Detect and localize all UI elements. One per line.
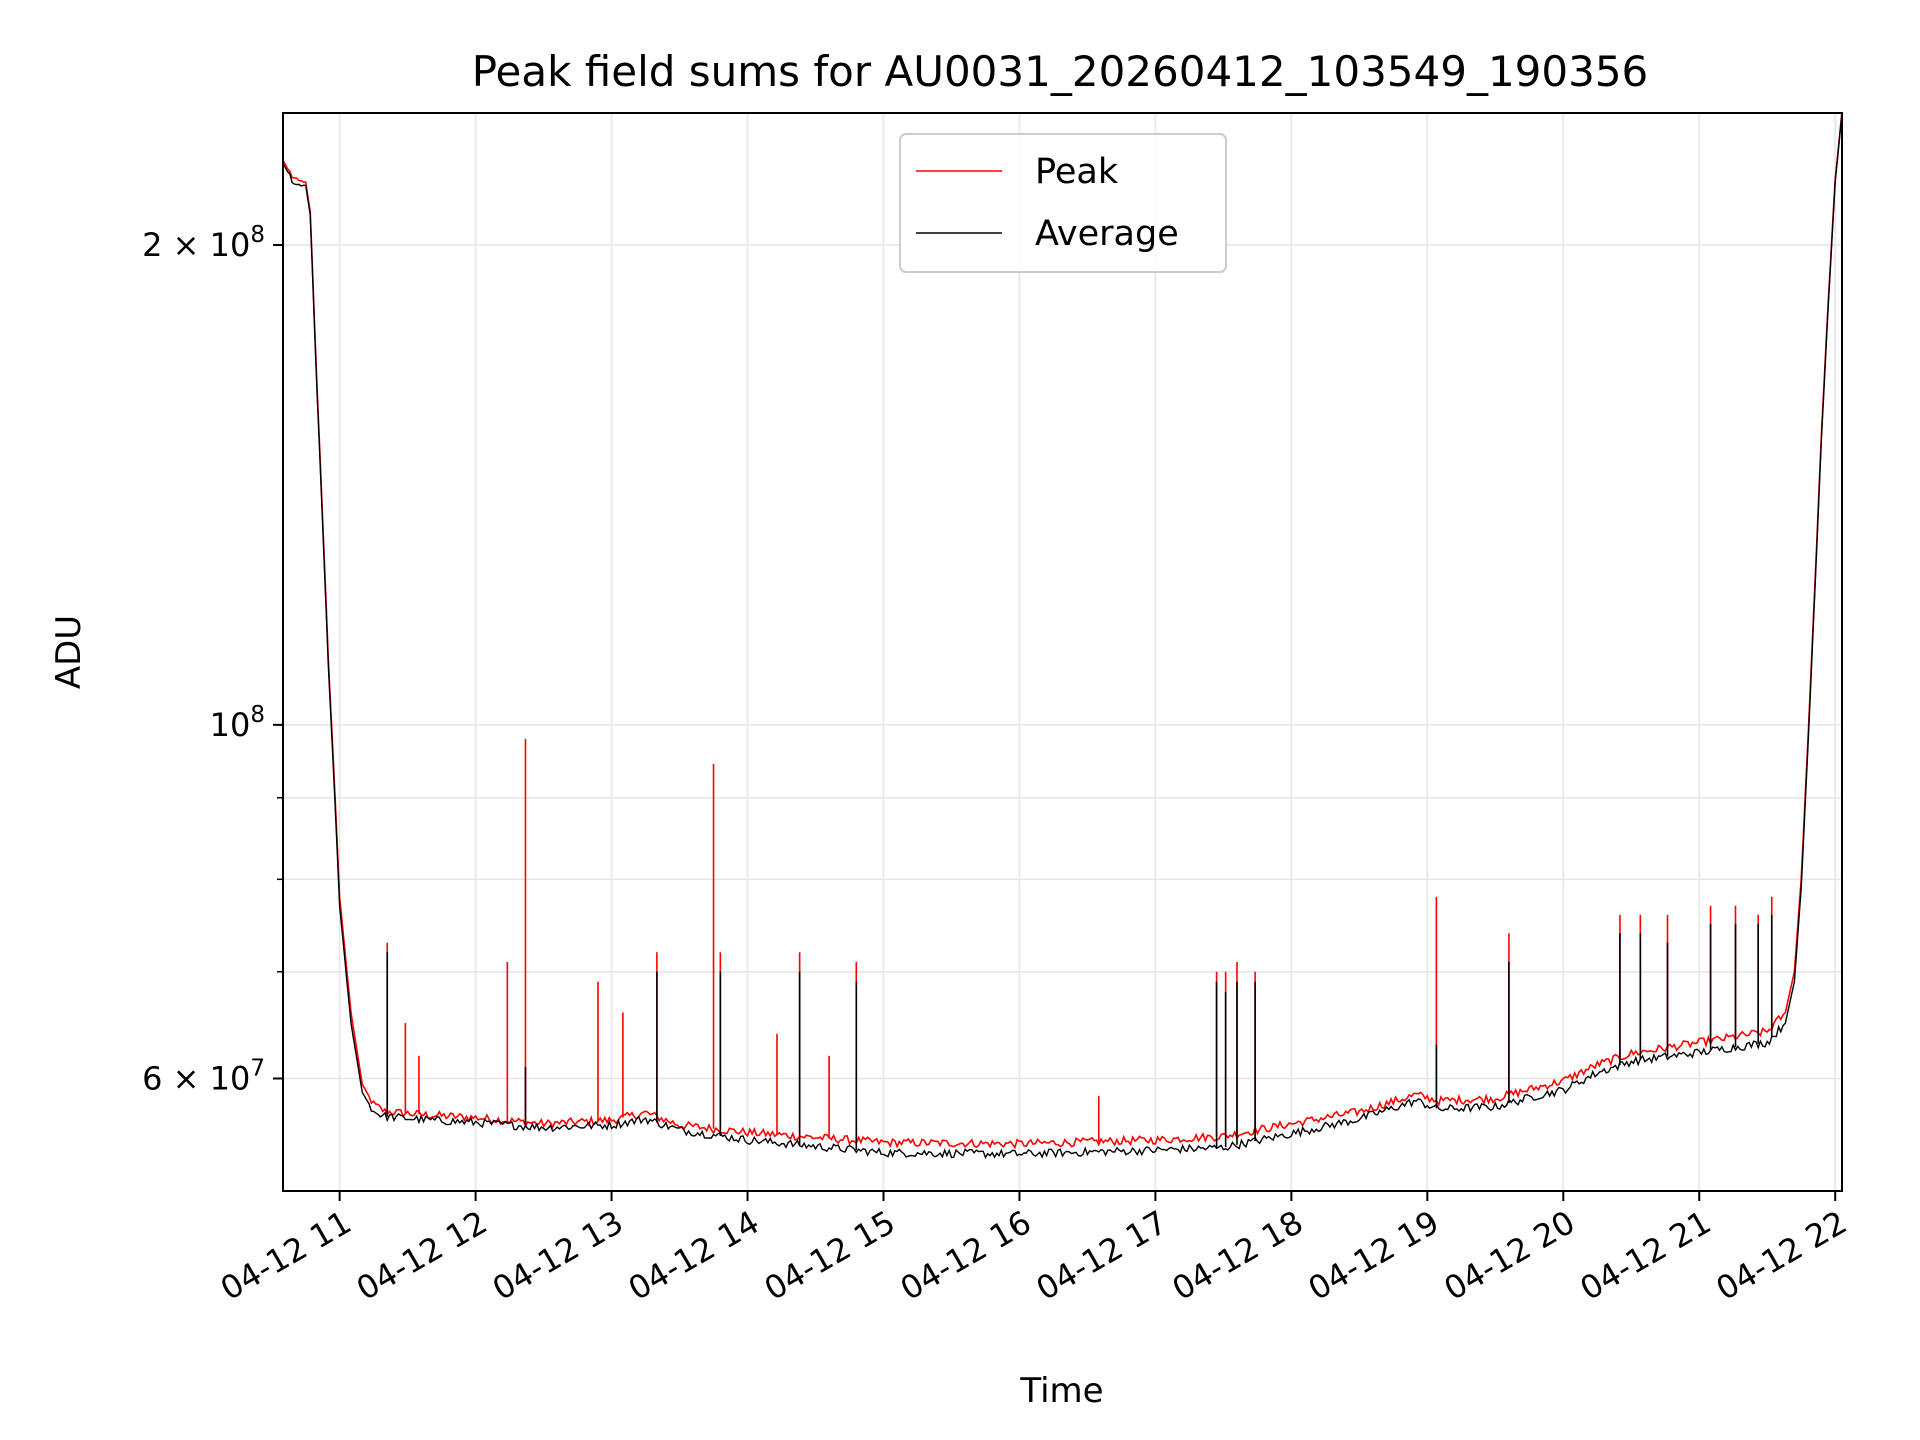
plot-series [283, 113, 1842, 1160]
legend-label-average: Average [1035, 214, 1179, 254]
y-tick-label: 6 × 107 [142, 1055, 265, 1097]
x-axis-label: Time [1019, 1371, 1103, 1411]
y-axis: 2 × 108 108 6 × 107 [142, 222, 283, 1097]
legend-box [899, 133, 1227, 273]
plot-frame [282, 112, 1843, 1192]
legend: Peak Average [899, 133, 1227, 273]
grid [283, 113, 1842, 1191]
y-tick-label: 108 [210, 702, 265, 744]
chart-title: Peak field sums for AU0031_20260412_1035… [472, 47, 1649, 96]
y-axis-label: ADU [49, 615, 89, 689]
legend-label-peak: Peak [1035, 152, 1119, 192]
series-line-peak [283, 113, 1842, 1150]
series-line-average [283, 113, 1842, 1160]
y-tick-label: 2 × 108 [142, 222, 265, 264]
